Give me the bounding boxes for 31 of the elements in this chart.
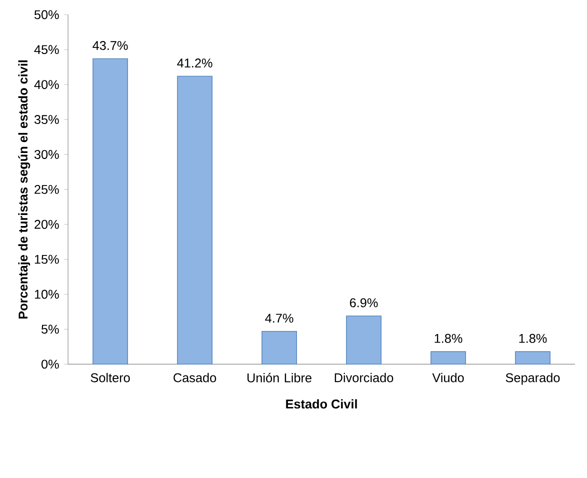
x-axis-title: Estado Civil bbox=[286, 399, 357, 409]
bar bbox=[262, 331, 297, 365]
x-tick-label: Soltero bbox=[90, 373, 130, 382]
bar bbox=[177, 76, 212, 365]
data-label: 43.7% bbox=[92, 41, 128, 50]
x-tick-label: Divorciado bbox=[334, 373, 394, 382]
data-label: 41.2% bbox=[177, 58, 212, 68]
y-tick-label: 10% bbox=[34, 290, 59, 299]
data-label: 1.8% bbox=[519, 334, 547, 344]
x-tick-label: Casado bbox=[174, 373, 216, 382]
y-tick-label: 20% bbox=[34, 220, 59, 230]
x-tick-label: Viudo bbox=[432, 373, 464, 382]
y-axis-title: Porcentaje de turistas según el estado civil bbox=[18, 60, 30, 319]
bar bbox=[346, 316, 382, 365]
y-tick-label: 40% bbox=[34, 80, 59, 90]
data-label: 1.8% bbox=[434, 334, 462, 344]
x-tick-label: Unión Libre bbox=[247, 373, 312, 383]
y-tick-label: 30% bbox=[34, 150, 59, 160]
y-tick-label: 5% bbox=[42, 324, 59, 334]
y-tick-label: 45% bbox=[34, 45, 59, 54]
data-label: 4.7% bbox=[265, 314, 294, 323]
data-label: 6.9% bbox=[350, 298, 378, 308]
bar bbox=[430, 351, 466, 365]
y-tick-label: 15% bbox=[34, 255, 59, 264]
y-tick-label: 25% bbox=[34, 185, 59, 194]
y-tick-label: 0% bbox=[42, 360, 59, 369]
bar bbox=[515, 351, 550, 365]
y-tick-label: 35% bbox=[34, 115, 59, 124]
bar bbox=[92, 58, 128, 365]
x-tick-label: Separado bbox=[506, 373, 560, 385]
y-tick-label: 50% bbox=[34, 10, 59, 20]
